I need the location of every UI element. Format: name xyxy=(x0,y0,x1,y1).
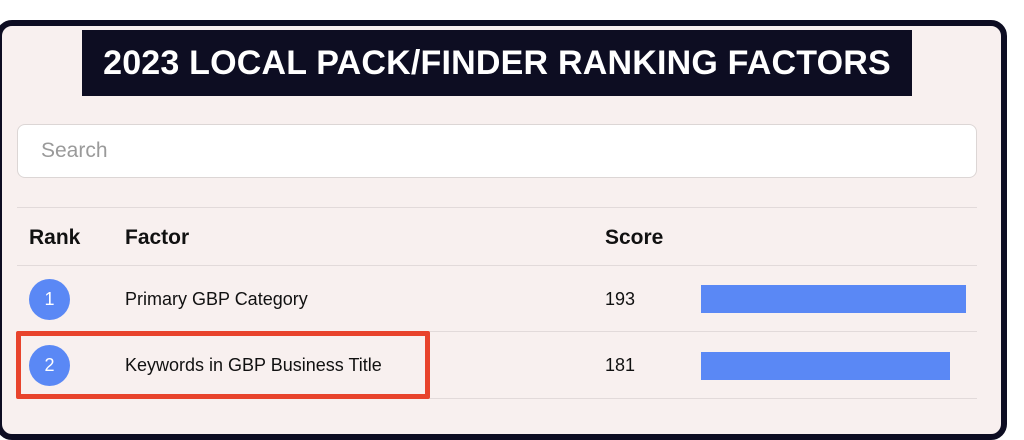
row-divider xyxy=(17,398,977,399)
rank-badge: 2 xyxy=(29,345,70,386)
score-value: 181 xyxy=(605,355,636,375)
score-bar xyxy=(701,285,966,313)
factor-name: Primary GBP Category xyxy=(125,289,308,309)
search-input[interactable] xyxy=(17,124,977,178)
rank-badge: 1 xyxy=(29,279,70,320)
column-header-score[interactable]: Score xyxy=(605,226,664,249)
column-header-factor[interactable]: Factor xyxy=(125,226,190,249)
column-header-rank[interactable]: Rank xyxy=(29,226,81,249)
page-title: 2023 LOCAL PACK/FINDER RANKING FACTORS xyxy=(82,30,912,96)
row-divider xyxy=(17,331,977,332)
table-top-divider xyxy=(17,207,977,208)
header-divider xyxy=(17,265,977,266)
factor-name: Keywords in GBP Business Title xyxy=(125,355,382,375)
score-bar xyxy=(701,352,950,380)
score-value: 193 xyxy=(605,289,636,309)
